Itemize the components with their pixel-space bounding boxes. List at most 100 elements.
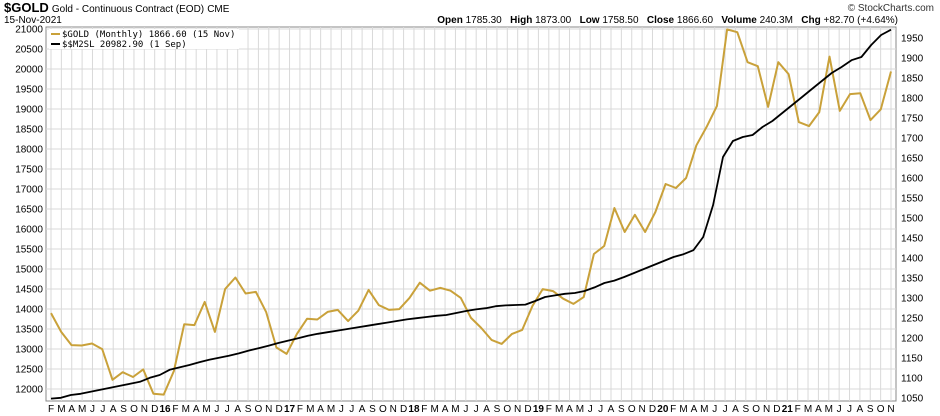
x-month-label: N [763,404,770,415]
x-year-label: 17 [284,404,296,415]
x-month-label: A [110,404,117,415]
left-tick-label: 12000 [15,385,43,396]
x-month-label: F [297,404,303,415]
x-month-label: D [524,404,531,415]
x-year-label: 20 [657,404,669,415]
x-month-label: J [837,404,842,415]
x-month-label: S [618,404,625,415]
right-tick-label: 1500 [901,213,924,224]
x-month-label: A [68,404,75,415]
x-month-label: A [193,404,200,415]
x-month-label: M [182,404,190,415]
x-month-label: A [566,404,573,415]
x-month-label: F [670,404,676,415]
symbol-description: Gold - Continuous Contract (EOD) [51,4,205,15]
low-label: Low [579,15,600,26]
left-axis: 12000 12500 13000 13500 14000 14500 15000 15500… [15,25,43,396]
x-month-label: J [598,404,603,415]
open-value: 1785.30 [465,15,502,26]
x-month-label: O [255,404,263,415]
x-year-label: 21 [782,404,794,415]
left-tick-label: 19000 [15,105,43,116]
right-tick-label: 1700 [901,134,924,145]
x-month-label: J [463,404,468,415]
x-month-label: M [700,404,708,415]
left-tick-label: 13500 [15,325,43,336]
chg-label: Chg [801,15,821,26]
x-month-label: J [225,404,230,415]
legend-m2-label: $$M2SL 20982.90 (1 Sep) [62,40,187,50]
x-month-label: F [546,404,552,415]
x-month-label: D [649,404,656,415]
x-month-label: M [825,404,833,415]
x-month-label: S [369,404,376,415]
right-tick-label: 1750 [901,114,924,125]
x-month-label: S [245,404,252,415]
x-month-label: J [100,404,105,415]
legend: $GOLD (Monthly) 1866.60 (15 Nov) $$M2SL … [49,29,239,50]
symbol-title: $GOLD [4,0,49,15]
x-month-label: M [431,404,439,415]
x-month-label: O [379,404,387,415]
right-tick-label: 1050 [901,393,924,404]
x-year-label: 19 [533,404,545,415]
x-month-label: S [494,404,501,415]
x-month-label: A [234,404,241,415]
x-month-label: J [349,404,354,415]
chg-value: +82.70 (+4.64%) [823,15,899,26]
x-month-label: J [847,404,852,415]
x-month-label: M [555,404,563,415]
x-month-label: M [78,404,86,415]
x-year-label: 16 [160,404,172,415]
volume-label: Volume [721,15,757,26]
left-tick-label: 15500 [15,245,43,256]
left-tick-label: 14500 [15,285,43,296]
left-tick-label: 20000 [15,65,43,76]
right-tick-label: 1400 [901,253,924,264]
left-tick-label: 19500 [15,85,43,96]
plot-frame [45,26,897,402]
x-month-label: F [421,404,427,415]
close-label: Close [646,15,675,26]
close-value: 1866.60 [676,15,714,26]
x-month-label: J [90,404,95,415]
x-month-label: J [339,404,344,415]
x-month-label: D [773,404,780,415]
x-month-label: A [442,404,449,415]
x-month-label: A [359,404,366,415]
left-tick-label: 18500 [15,125,43,136]
x-month-label: A [483,404,490,415]
right-tick-label: 1800 [901,94,924,105]
x-month-label: J [214,404,219,415]
x-month-label: J [588,404,593,415]
legend-gold-label: $GOLD (Monthly) 1866.60 (15 Nov) [62,30,235,40]
x-month-label: M [679,404,687,415]
x-month-label: M [576,404,584,415]
right-tick-label: 1150 [901,353,923,364]
x-month-label: S [867,404,874,415]
x-month-label: N [514,404,521,415]
left-tick-label: 18000 [15,145,43,156]
x-month-label: J [712,404,717,415]
chart-header: $GOLD Gold - Continuous Contract (EOD) C… [4,1,229,16]
x-month-label: O [752,404,760,415]
x-month-label: F [795,404,801,415]
x-month-label: D [400,404,407,415]
left-tick-label: 16000 [15,225,43,236]
right-tick-label: 1600 [901,174,924,185]
x-month-label: A [732,404,739,415]
x-month-label: M [202,404,210,415]
right-axis: 1050 1100 1150 1200 1250 1300 1350 1400 1450 1500… [901,34,924,405]
x-month-label: M [306,404,314,415]
x-month-label: A [857,404,864,415]
volume-value: 240.3M [759,15,793,26]
x-month-label: F [172,404,178,415]
x-month-label: N [141,404,148,415]
x-month-label: O [877,404,885,415]
left-tick-label: 21000 [15,25,43,36]
left-tick-label: 17000 [15,185,43,196]
x-month-label: A [815,404,822,415]
low-value: 1758.50 [602,15,639,26]
high-value: 1873.00 [535,15,572,26]
